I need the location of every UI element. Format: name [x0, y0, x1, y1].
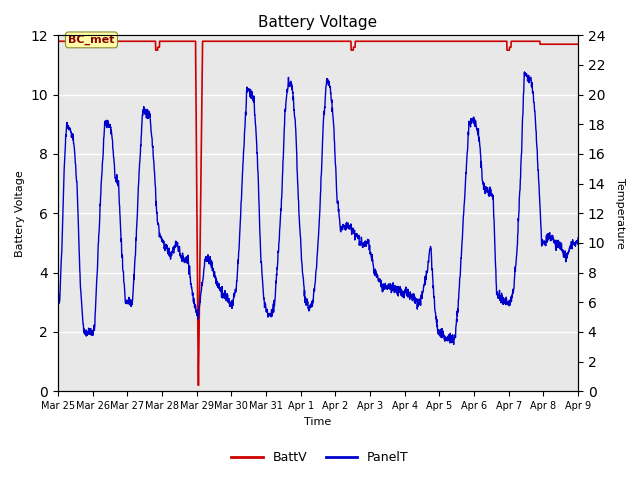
Legend: BattV, PanelT: BattV, PanelT [227, 446, 413, 469]
X-axis label: Time: Time [305, 417, 332, 427]
Text: BC_met: BC_met [68, 35, 115, 45]
Y-axis label: Battery Voltage: Battery Voltage [15, 170, 25, 257]
Y-axis label: Temperature: Temperature [615, 178, 625, 249]
Title: Battery Voltage: Battery Voltage [259, 15, 378, 30]
